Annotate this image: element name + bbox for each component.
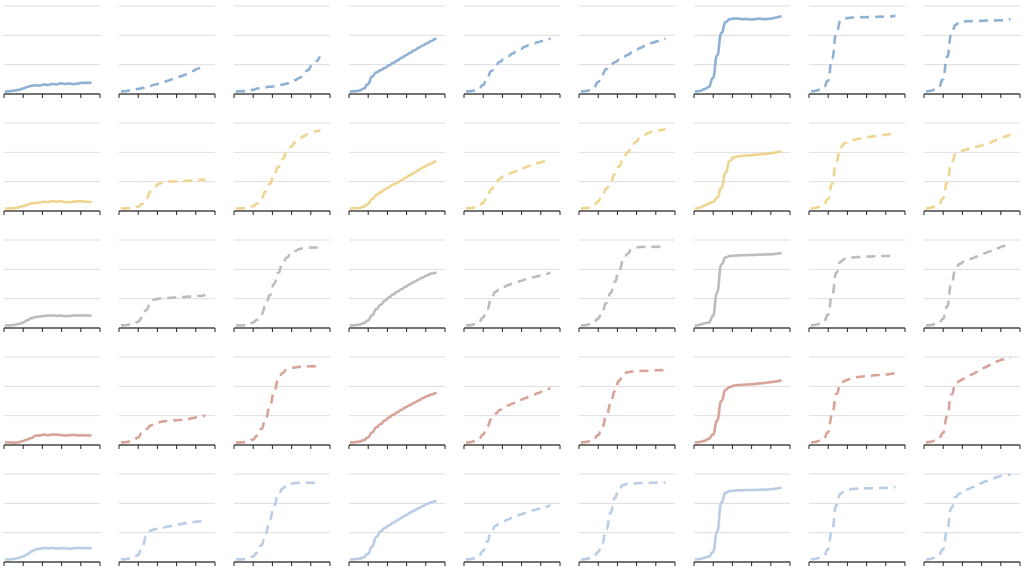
- series-line: [925, 356, 1011, 444]
- panel-r1-c9: [923, 5, 1021, 98]
- series-line: [580, 127, 666, 210]
- panel-r1-c4: [348, 5, 446, 98]
- panel-r3-c8: [808, 239, 906, 332]
- series-line: [4, 81, 92, 93]
- series-line: [349, 499, 437, 561]
- series-line: [694, 486, 782, 561]
- panel-r3-c9: [923, 239, 1021, 332]
- series-line: [349, 271, 437, 327]
- panel-r2-c9: [923, 122, 1021, 215]
- series-line: [120, 519, 206, 561]
- series-line: [465, 387, 551, 444]
- series-line: [349, 37, 437, 93]
- panel-r1-c6: [578, 5, 676, 98]
- panel-r4-c4: [348, 356, 446, 449]
- panel-r3-c3: [233, 239, 331, 332]
- panel-r5-c8: [808, 473, 906, 566]
- series-line: [580, 481, 666, 561]
- series-line: [349, 391, 437, 444]
- panel-r3-c4: [348, 239, 446, 332]
- series-line: [120, 64, 206, 93]
- panel-r2-c4: [348, 122, 446, 215]
- panel-r1-c3: [233, 5, 331, 98]
- series-line: [4, 546, 92, 561]
- panel-r4-c3: [233, 356, 331, 449]
- series-line: [925, 17, 1011, 93]
- series-line: [4, 199, 92, 210]
- panel-r2-c1: [3, 122, 101, 215]
- panel-r4-c8: [808, 356, 906, 449]
- panel-r2-c6: [578, 122, 676, 215]
- series-line: [810, 371, 896, 444]
- series-line: [120, 293, 206, 327]
- panel-r5-c4: [348, 473, 446, 566]
- panel-r4-c5: [463, 356, 561, 449]
- panel-r3-c1: [3, 239, 101, 332]
- panel-r4-c1: [3, 356, 101, 449]
- series-line: [810, 485, 896, 561]
- panel-r3-c2: [118, 239, 216, 332]
- panel-r5-c2: [118, 473, 216, 566]
- series-line: [580, 245, 666, 327]
- panel-r4-c9: [923, 356, 1021, 449]
- series-line: [121, 178, 206, 210]
- series-line: [236, 481, 321, 561]
- series-line: [465, 504, 551, 561]
- series-line: [925, 473, 1011, 561]
- panel-r1-c7: [693, 5, 791, 98]
- series-line: [580, 368, 666, 444]
- panel-r2-c3: [233, 122, 331, 215]
- series-line: [465, 271, 551, 327]
- series-line: [465, 37, 551, 93]
- panel-r3-c7: [693, 239, 791, 332]
- panel-r5-c6: [578, 473, 676, 566]
- panel-r3-c6: [578, 239, 676, 332]
- series-line: [580, 37, 666, 93]
- panel-r2-c7: [693, 122, 791, 215]
- series-line: [465, 158, 551, 210]
- series-line: [810, 253, 896, 327]
- panel-r1-c8: [808, 5, 906, 98]
- panel-r5-c5: [463, 473, 561, 566]
- series-line: [349, 160, 437, 210]
- panel-r1-c2: [118, 5, 216, 98]
- series-line: [4, 314, 92, 327]
- panel-r2-c5: [463, 122, 561, 215]
- panel-r4-c2: [118, 356, 216, 449]
- series-line: [810, 132, 896, 210]
- panel-r5-c1: [3, 473, 101, 566]
- series-line: [236, 246, 321, 327]
- series-line: [235, 55, 321, 93]
- panel-r5-c9: [923, 473, 1021, 566]
- panel-r4-c7: [693, 356, 791, 449]
- panel-r5-c7: [693, 473, 791, 566]
- series-line: [925, 242, 1011, 327]
- panel-r5-c3: [233, 473, 331, 566]
- panel-r2-c2: [118, 122, 216, 215]
- series-line: [694, 379, 782, 444]
- series-line: [120, 414, 206, 444]
- series-line: [694, 150, 782, 210]
- panel-r1-c5: [463, 5, 561, 98]
- panel-r1-c1: [3, 5, 101, 98]
- series-line: [925, 133, 1011, 210]
- series-line: [236, 364, 321, 444]
- series-line: [810, 14, 896, 93]
- panel-r3-c5: [463, 239, 561, 332]
- panel-r4-c6: [578, 356, 676, 449]
- series-line: [694, 15, 782, 93]
- series-line: [4, 433, 92, 444]
- panel-r2-c8: [808, 122, 906, 215]
- series-line: [694, 251, 782, 327]
- series-line: [236, 129, 321, 210]
